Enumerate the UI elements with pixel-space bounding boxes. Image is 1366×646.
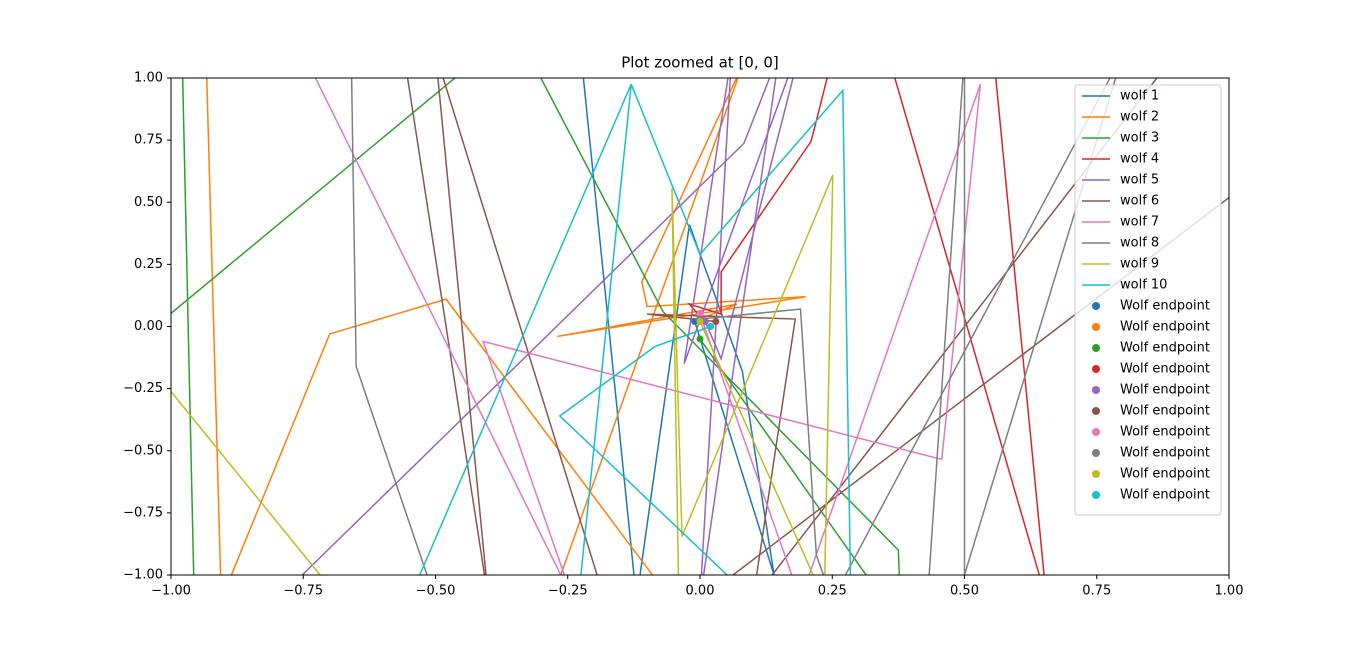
chart-title: Plot zoomed at [0, 0] <box>621 54 779 72</box>
legend-dot <box>1092 344 1100 352</box>
wolf-line <box>171 78 901 575</box>
wolf-line <box>406 78 1229 575</box>
y-tick-label: 0.00 <box>134 319 163 334</box>
legend-label: wolf 8 <box>1120 236 1159 251</box>
wolf-endpoint <box>696 310 704 318</box>
legend-dot <box>1092 302 1100 310</box>
y-tick-label: −0.50 <box>123 443 163 458</box>
x-tick-label: −1.00 <box>151 584 191 599</box>
legend-label: Wolf endpoint <box>1120 446 1210 461</box>
wolf-line <box>301 78 794 575</box>
wolf-line <box>582 78 775 575</box>
wolf-endpoint <box>696 318 704 326</box>
wolf-endpoint <box>712 318 720 326</box>
legend-label: wolf 3 <box>1120 131 1159 146</box>
legend-label: wolf 5 <box>1120 173 1159 188</box>
legend-dot <box>1092 470 1100 478</box>
legend-box <box>1074 84 1222 516</box>
wolf-endpoint <box>691 318 699 326</box>
legend-dot <box>1092 365 1100 373</box>
x-tick-label: −0.50 <box>416 584 456 599</box>
legend-label: wolf 10 <box>1120 278 1167 293</box>
wolf-line <box>350 78 1117 575</box>
x-tick-label: 1.00 <box>1215 584 1244 599</box>
wolf-line <box>314 78 982 575</box>
legend-label: Wolf endpoint <box>1120 404 1210 419</box>
x-tick-label: 0.25 <box>818 584 847 599</box>
y-tick-label: −1.00 <box>123 568 163 583</box>
legend-label: Wolf endpoint <box>1120 299 1210 314</box>
wolf-endpoint <box>696 335 704 343</box>
wolf-line <box>687 78 1045 575</box>
legend-dot <box>1092 386 1100 394</box>
legend-label: Wolf endpoint <box>1120 341 1210 356</box>
legend-label: Wolf endpoint <box>1120 425 1210 440</box>
y-tick-label: −0.75 <box>123 505 163 520</box>
wolf-endpoint <box>707 323 715 330</box>
legend-label: wolf 7 <box>1120 215 1159 230</box>
legend-label: Wolf endpoint <box>1120 383 1210 398</box>
legend-label: wolf 2 <box>1120 110 1159 125</box>
x-tick-label: 0.50 <box>950 584 979 599</box>
axes: −1.00 −0.75 −0.50 −0.25 0.00 0.25 0.50 0.75 1.00… <box>123 71 1243 599</box>
legend-label: wolf 4 <box>1120 152 1159 167</box>
legend-dot <box>1092 407 1100 415</box>
legend-label: Wolf endpoint <box>1120 362 1210 377</box>
legend: wolf 1 wolf 2 wolf 3 wolf 4 wolf 5 wolf 6 wolf… <box>1074 84 1222 516</box>
legend-dot <box>1092 323 1100 331</box>
wolf-line <box>206 78 806 575</box>
legend-dot <box>1092 449 1100 457</box>
legend-label: wolf 9 <box>1120 257 1159 272</box>
legend-label: wolf 6 <box>1120 194 1159 209</box>
x-tick-label: 0.75 <box>1082 584 1111 599</box>
y-tick-label: −0.25 <box>123 381 163 396</box>
wolf-endpoint <box>701 318 709 326</box>
legend-label: Wolf endpoint <box>1120 467 1210 482</box>
y-tick-label: 1.00 <box>134 71 163 86</box>
x-tick-label: −0.25 <box>548 584 588 599</box>
legend-label: wolf 1 <box>1120 89 1159 104</box>
y-tick-label: 0.50 <box>134 195 163 210</box>
legend-dot <box>1092 491 1100 499</box>
wolf-line <box>171 174 834 575</box>
x-tick-label: 0.00 <box>686 584 715 599</box>
legend-label: Wolf endpoint <box>1120 488 1210 503</box>
x-tick-label: −0.75 <box>283 584 323 599</box>
y-tick-label: 0.25 <box>134 257 163 272</box>
plot-lines <box>171 78 1229 575</box>
legend-label: Wolf endpoint <box>1120 320 1210 335</box>
legend-dot <box>1092 428 1100 436</box>
wolf-line <box>418 83 852 575</box>
y-tick-label: 0.75 <box>134 133 163 148</box>
